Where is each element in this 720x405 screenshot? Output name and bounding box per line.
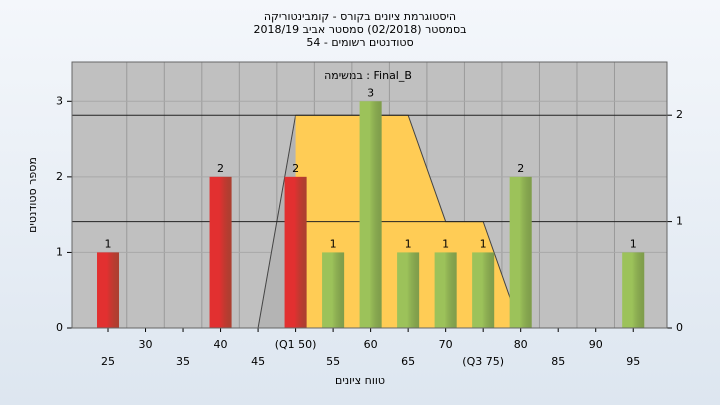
annotation: במשימה : Final_B	[324, 69, 412, 82]
x-tick-label: 35	[176, 355, 190, 368]
y-tick-label: 2	[56, 170, 63, 183]
x-tick-label: 60	[364, 338, 378, 351]
y-tick-label: 3	[56, 94, 63, 107]
bar-shade	[322, 252, 345, 328]
bar-shade	[509, 176, 532, 328]
value-label: 1	[630, 237, 637, 250]
value-label: 2	[292, 162, 299, 175]
x-tick-label: 90	[589, 338, 603, 351]
chart-subtitle: סטודנטים רשומים - 54	[306, 36, 413, 49]
bar-shade	[97, 252, 120, 328]
bar-shade	[434, 252, 457, 328]
bar-shade	[284, 176, 307, 328]
x-tick-label: 80	[514, 338, 528, 351]
x-tick-label: (Q3 75)	[462, 355, 504, 368]
x-tick-label: 95	[626, 355, 640, 368]
y-tick-label: 0	[56, 321, 63, 334]
value-label: 1	[442, 237, 449, 250]
x-tick-label: 40	[214, 338, 228, 351]
x-tick-label: 30	[139, 338, 153, 351]
x-axis-label: טווח ציונים	[335, 374, 385, 387]
value-label: 1	[405, 237, 412, 250]
y-tick-label: 1	[56, 245, 63, 258]
bar-shade	[359, 101, 382, 328]
plot-border	[71, 61, 668, 329]
bar-shade	[472, 252, 495, 328]
x-tick-label: (Q1 50)	[275, 338, 317, 351]
x-tick-label: 25	[101, 355, 115, 368]
value-label: 1	[330, 237, 337, 250]
y-axis-label: מספר סטודנטים	[26, 157, 39, 233]
value-label: 2	[517, 162, 524, 175]
y2-tick-label: 2	[676, 108, 683, 121]
x-tick-label: 70	[439, 338, 453, 351]
x-tick-label: 85	[551, 355, 565, 368]
x-tick-label: 45	[251, 355, 265, 368]
bar-shade	[397, 252, 420, 328]
value-label: 2	[217, 162, 224, 175]
bar-shade	[622, 252, 645, 328]
x-tick-label: 65	[401, 355, 415, 368]
value-label: 3	[367, 86, 374, 99]
y2-tick-label: 0	[676, 321, 683, 334]
value-label: 1	[480, 237, 487, 250]
bar-shade	[209, 176, 232, 328]
chart-title: היסטוגרמת ציונים בקורס - קומבינטוריקה	[264, 10, 456, 23]
chart-subtitle: בסמסטר (02/2018) סמסטר אביב 2018/19	[253, 23, 466, 36]
x-tick-label: 55	[326, 355, 340, 368]
value-label: 1	[105, 237, 112, 250]
y2-tick-label: 1	[676, 215, 683, 228]
